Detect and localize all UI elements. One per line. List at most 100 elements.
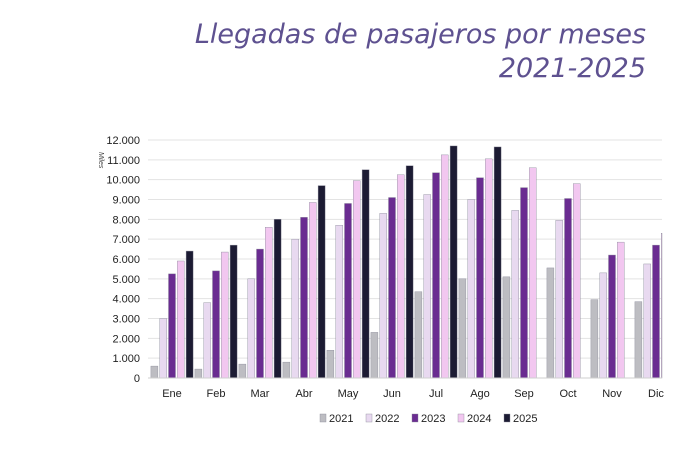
bar-2022-Nov bbox=[599, 272, 607, 379]
y-tick-label: 6.000 bbox=[112, 254, 140, 266]
legend-label-2024: 2024 bbox=[467, 413, 491, 425]
bar-2021-Abr bbox=[282, 361, 291, 379]
bar-2022-Sep bbox=[511, 210, 519, 379]
bar-2022-Dic bbox=[643, 263, 651, 379]
y-tick-label: 4.000 bbox=[112, 294, 140, 306]
x-tick-label: Oct bbox=[559, 388, 576, 400]
bar-2022-Ago bbox=[467, 199, 475, 379]
y-tick-label: 9.000 bbox=[112, 195, 140, 207]
bar-2021-Feb bbox=[194, 368, 203, 379]
bar-2022-Jun bbox=[379, 213, 387, 379]
x-tick-label: Jul bbox=[429, 388, 443, 400]
bar-2023-Sep bbox=[520, 187, 528, 379]
bar-2024-Nov bbox=[617, 241, 625, 379]
y-tick-label: 7.000 bbox=[112, 234, 140, 246]
legend-label-2025: 2025 bbox=[513, 413, 537, 425]
bar-2025-Mar bbox=[273, 219, 282, 379]
x-tick-label: Mar bbox=[251, 388, 270, 400]
bar-2022-Ene bbox=[159, 318, 167, 379]
x-tick-label: Ene bbox=[162, 388, 182, 400]
legend-swatch-2021 bbox=[319, 413, 327, 423]
legend-swatch-2022 bbox=[365, 413, 373, 423]
legend-label-2022: 2022 bbox=[375, 413, 399, 425]
bar-2025-Abr bbox=[317, 185, 326, 379]
bar-2024-Feb bbox=[221, 251, 229, 379]
bar-2023-Ene bbox=[168, 273, 176, 379]
x-tick-label: Ago bbox=[470, 388, 490, 400]
y-axis-ticks: 0 1.000 2.000 3.000 4.000 5.000 6.000 7.000 8.00… bbox=[106, 135, 140, 385]
y-axis-label: Miles bbox=[97, 152, 104, 169]
bar-2022-Feb bbox=[203, 302, 211, 379]
bar-2024-May bbox=[353, 180, 361, 379]
bar-2021-Ene bbox=[150, 365, 159, 379]
bar-2022-Mar bbox=[247, 278, 255, 379]
bar-2024-Dic bbox=[661, 233, 663, 379]
legend-swatch-2023 bbox=[411, 413, 419, 423]
bar-2021-Nov bbox=[590, 299, 599, 379]
y-tick-label: 1.000 bbox=[112, 353, 140, 365]
chart-title-line-1: Llegadas de pasajeros por meses bbox=[194, 19, 646, 50]
bar-2022-Abr bbox=[291, 238, 299, 379]
bar-2023-Feb bbox=[212, 270, 220, 379]
bar-2023-Mar bbox=[256, 248, 264, 379]
bar-2023-May bbox=[344, 203, 352, 379]
bar-2022-Jul bbox=[423, 194, 431, 379]
y-tick-label: 12.000 bbox=[106, 135, 140, 147]
bar-2023-Jun bbox=[388, 197, 396, 379]
x-tick-label: Abr bbox=[295, 388, 312, 400]
y-tick-label: 11.000 bbox=[107, 155, 140, 167]
bar-2022-May bbox=[335, 225, 343, 379]
bar-2021-Mar bbox=[238, 363, 247, 379]
legend-label-2021: 2021 bbox=[329, 413, 353, 425]
x-tick-label: Sep bbox=[514, 388, 534, 400]
x-tick-label: May bbox=[338, 388, 359, 400]
bar-2023-Dic bbox=[652, 244, 660, 379]
bar-2024-Sep bbox=[529, 167, 537, 379]
bar-2022-Oct bbox=[555, 220, 563, 379]
legend-swatch-2024 bbox=[457, 413, 465, 423]
bar-2021-Jul bbox=[414, 291, 423, 379]
bar-2025-Ene bbox=[185, 250, 194, 379]
y-tick-label: 8.000 bbox=[112, 214, 140, 226]
y-tick-label: 2.000 bbox=[112, 333, 140, 345]
bar-2025-Ago bbox=[493, 146, 502, 379]
legend-swatch-2025 bbox=[503, 413, 511, 423]
bar-2025-Feb bbox=[229, 244, 238, 379]
bar-2023-Oct bbox=[564, 198, 572, 379]
chart-title-line-2: 2021-2025 bbox=[498, 53, 646, 84]
bar-2021-Dic bbox=[634, 301, 643, 379]
x-tick-label: Feb bbox=[207, 388, 226, 400]
chart-title: Llegadas de pasajeros por meses 2021-202… bbox=[195, 18, 646, 86]
bar-2025-Jun bbox=[405, 165, 414, 379]
y-tick-label: 10.000 bbox=[106, 175, 140, 187]
x-tick-label: Jun bbox=[383, 388, 401, 400]
bars bbox=[150, 145, 663, 379]
bar-2021-Jun bbox=[370, 332, 379, 379]
bar-2024-Ene bbox=[177, 260, 185, 379]
legend: 2021 2022 2023 2024 2025 bbox=[319, 413, 537, 425]
x-tick-label: Dic bbox=[648, 388, 664, 400]
x-axis-categories: Ene Feb Mar Abr May Jun Jul Ago Sep Oct Nov Dic bbox=[162, 388, 664, 400]
bar-2024-Ago bbox=[485, 158, 493, 379]
bar-2023-Nov bbox=[608, 254, 616, 379]
bar-2023-Abr bbox=[300, 217, 308, 379]
bar-2021-Oct bbox=[546, 267, 555, 379]
x-tick-label: Nov bbox=[602, 388, 622, 400]
bar-2025-May bbox=[361, 169, 370, 379]
legend-label-2023: 2023 bbox=[421, 413, 445, 425]
bar-2024-Mar bbox=[265, 227, 273, 379]
bar-2021-May bbox=[326, 350, 335, 379]
bar-2021-Ago bbox=[458, 278, 467, 379]
bar-2024-Oct bbox=[573, 183, 581, 379]
bar-2024-Jul bbox=[441, 154, 449, 379]
bar-2023-Jul bbox=[432, 172, 440, 379]
bar-2024-Jun bbox=[397, 174, 405, 379]
y-tick-label: 3.000 bbox=[112, 314, 140, 326]
y-tick-label: 0 bbox=[134, 373, 140, 385]
y-tick-label: 5.000 bbox=[112, 274, 140, 286]
bar-2021-Sep bbox=[502, 276, 511, 379]
bar-2024-Abr bbox=[309, 202, 317, 379]
bar-2023-Ago bbox=[476, 177, 484, 379]
bar-2025-Jul bbox=[449, 145, 458, 379]
